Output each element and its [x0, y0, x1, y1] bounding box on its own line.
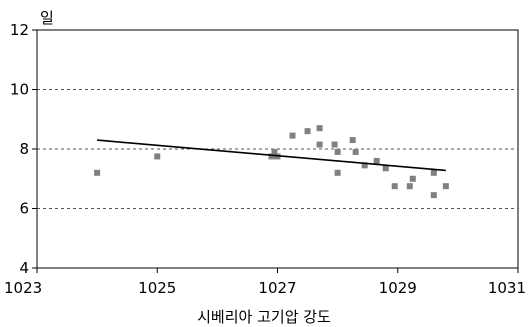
x-tick-label: 1023	[4, 279, 42, 297]
data-point-0	[94, 169, 101, 176]
data-point-13	[352, 148, 359, 155]
data-point-17	[391, 183, 398, 190]
data-point-20	[430, 169, 437, 176]
y-axis-ticks: 4 6 8 10 12	[10, 21, 37, 277]
data-point-15	[373, 157, 380, 164]
data-point-7	[316, 125, 323, 132]
data-point-6	[304, 128, 311, 135]
x-tick-label: 1031	[488, 279, 526, 297]
data-point-12	[349, 137, 356, 144]
data-point-3	[271, 148, 278, 155]
gridlines	[37, 89, 518, 209]
data-point-11	[334, 169, 341, 176]
y-tick-label: 12	[10, 21, 29, 39]
data-point-8	[316, 141, 323, 148]
data-point-9	[331, 141, 338, 148]
data-points	[94, 125, 449, 199]
x-axis-ticks: 1023 1025 1027 1029 1031	[4, 268, 526, 297]
data-point-22	[442, 183, 449, 190]
data-point-16	[382, 165, 389, 172]
data-point-14	[361, 162, 368, 169]
data-point-1	[154, 153, 161, 160]
data-point-19	[409, 175, 416, 182]
data-point-21	[430, 192, 437, 199]
y-axis-label: 일	[40, 9, 54, 27]
x-tick-label: 1029	[379, 279, 417, 297]
data-point-2	[268, 153, 275, 160]
data-point-18	[406, 183, 413, 190]
x-axis-label: 시베리아 고기압 강도	[197, 308, 331, 326]
data-point-10	[334, 148, 341, 155]
y-tick-label: 6	[19, 200, 29, 218]
x-tick-label: 1027	[258, 279, 296, 297]
trend-line	[97, 139, 446, 172]
x-tick-label: 1025	[138, 279, 176, 297]
data-point-5	[289, 132, 296, 139]
y-tick-label: 8	[19, 140, 29, 158]
y-tick-label: 4	[19, 259, 29, 277]
y-tick-label: 10	[10, 81, 29, 99]
